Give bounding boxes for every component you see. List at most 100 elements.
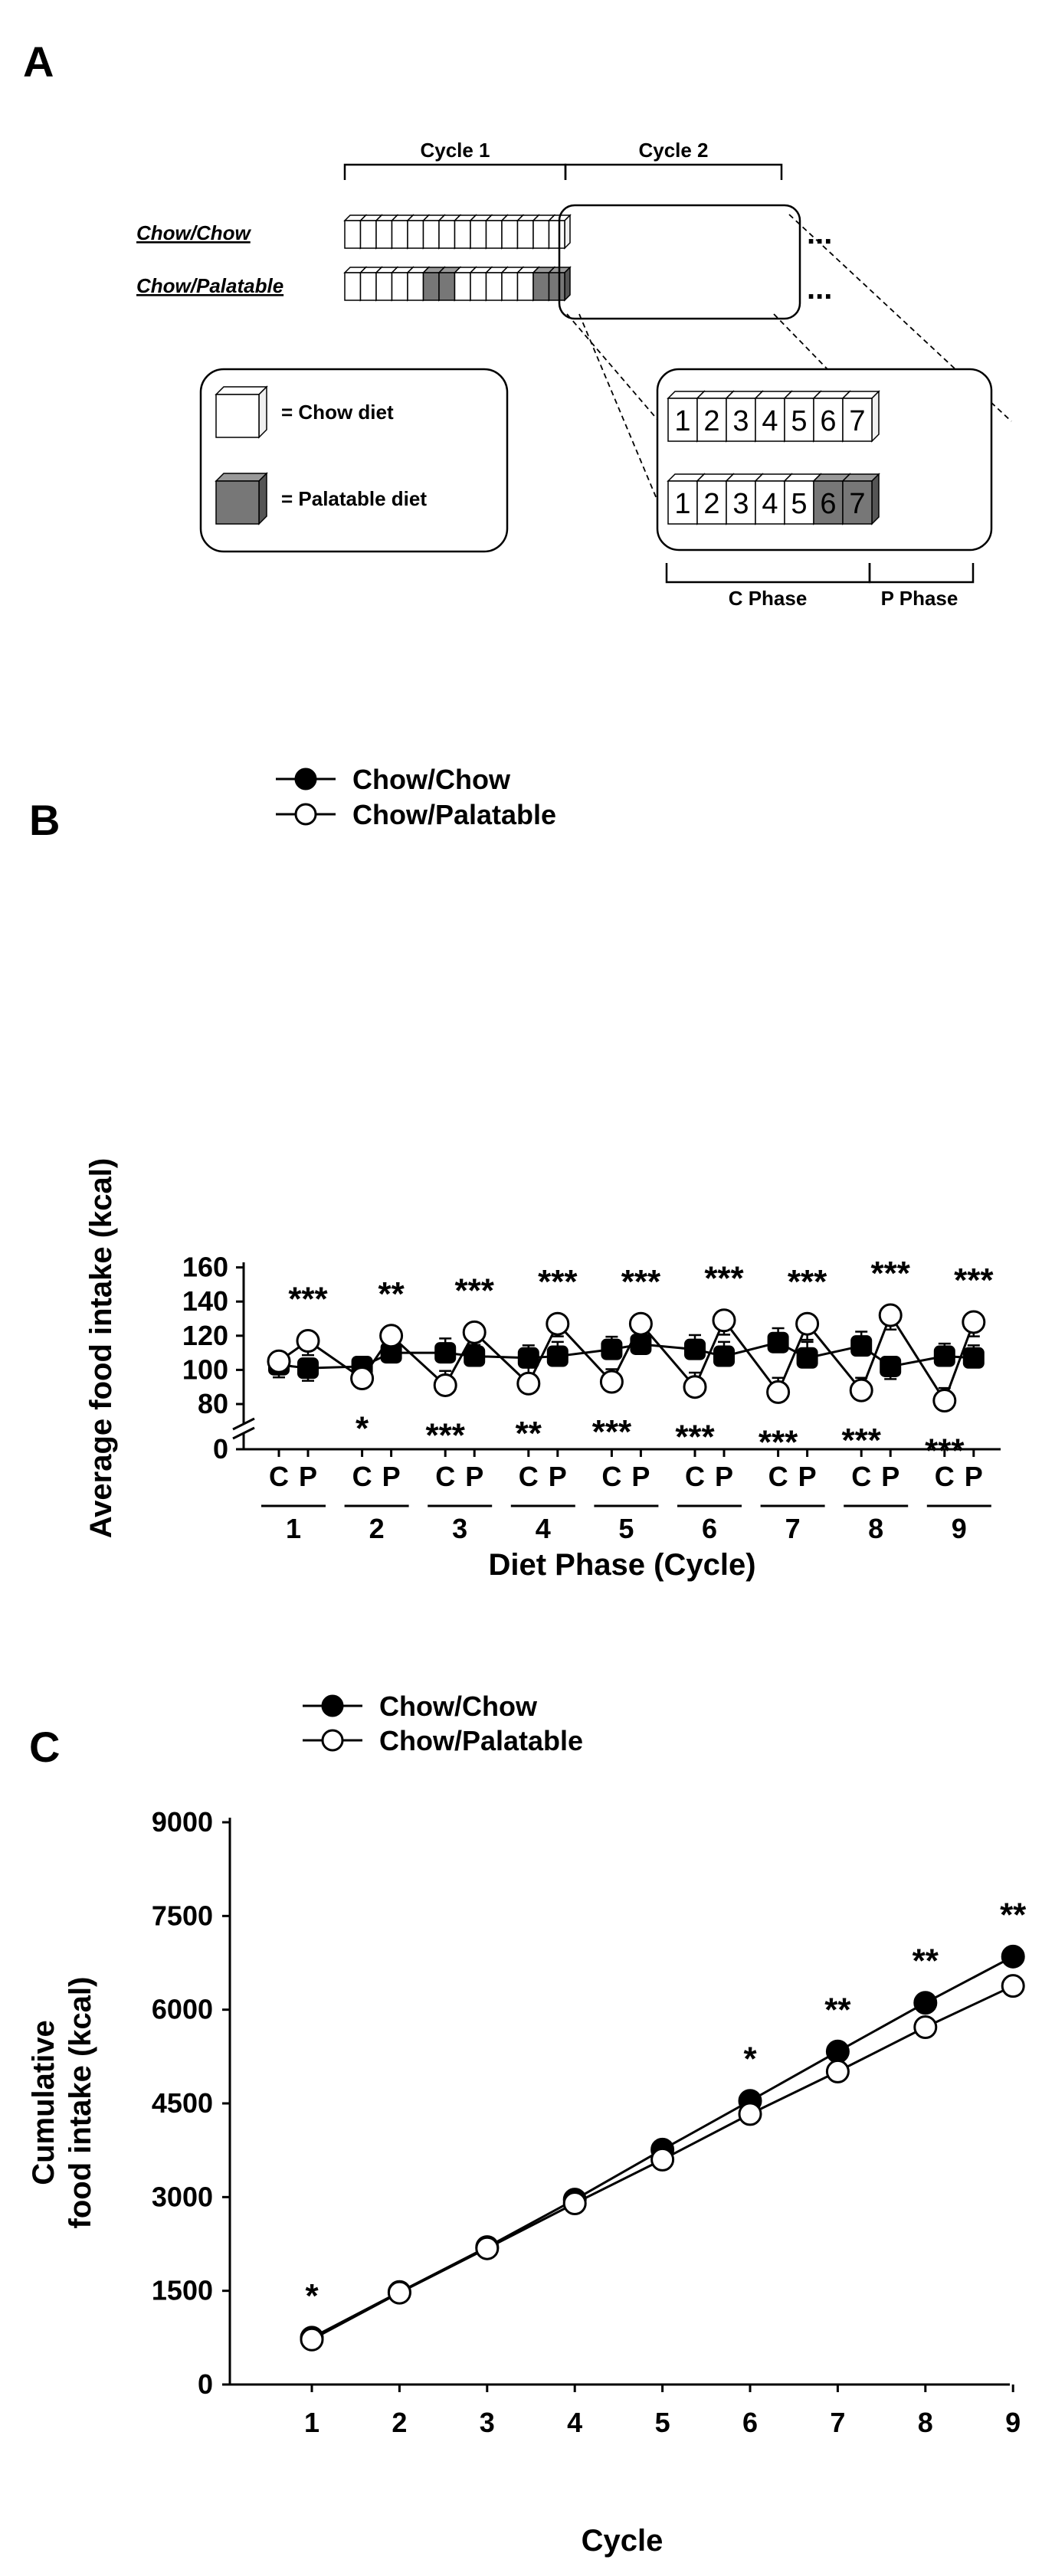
day-number: 7 bbox=[849, 405, 865, 437]
cube-face bbox=[215, 480, 260, 525]
y-tick-label: 3000 bbox=[152, 2181, 213, 2212]
data-point-chow-palatable bbox=[628, 1311, 653, 1336]
day-number: 1 bbox=[674, 488, 690, 520]
significance-marker: ** bbox=[516, 1415, 542, 1452]
data-point-chow-palatable bbox=[350, 1367, 375, 1391]
x-phase-label: P bbox=[965, 1461, 983, 1492]
data-point-chow-palatable bbox=[913, 2015, 938, 2040]
cube-face bbox=[438, 220, 456, 249]
zoom-connector bbox=[773, 313, 828, 370]
data-point-chow-palatable bbox=[296, 1328, 320, 1353]
x-phase-label: P bbox=[715, 1461, 733, 1492]
diet-legend-box bbox=[199, 368, 509, 553]
data-point-chow-palatable bbox=[387, 2280, 411, 2305]
cube-face bbox=[485, 272, 503, 301]
cube-face bbox=[470, 272, 487, 301]
data-point-chow-chow bbox=[713, 1345, 735, 1367]
significance-marker: *** bbox=[954, 1262, 994, 1299]
cycle2-label: Cycle 2 bbox=[638, 139, 708, 162]
legend-chow-chow: Chow/Chow bbox=[276, 764, 511, 795]
c-phase-bracket bbox=[665, 563, 871, 584]
x-phase-label: C bbox=[685, 1461, 705, 1492]
cube-face bbox=[391, 220, 408, 249]
y-axis-title: Average food intake (kcal) bbox=[84, 1158, 118, 1538]
ellipsis-row1: ... bbox=[807, 217, 832, 250]
x-phase-label: P bbox=[382, 1461, 401, 1492]
x-cycle-label: 6 bbox=[702, 1513, 717, 1544]
y-tick-label: 160 bbox=[182, 1252, 228, 1283]
data-point-chow-chow bbox=[767, 1331, 789, 1353]
x-cycle-label: 4 bbox=[536, 1513, 551, 1544]
y-tick-label: 1500 bbox=[152, 2275, 213, 2306]
x-phase-label: C bbox=[519, 1461, 539, 1492]
zoom-connector bbox=[566, 313, 660, 422]
x-phase-label: C bbox=[851, 1461, 871, 1492]
chow-chow-strip bbox=[343, 214, 572, 250]
y-tick-label: 6000 bbox=[152, 1994, 213, 2025]
data-point-chow-palatable bbox=[712, 1308, 736, 1333]
day-number: 1 bbox=[674, 405, 690, 437]
y-tick-label: 4500 bbox=[152, 2087, 213, 2119]
x-cycle-label: 7 bbox=[785, 1513, 801, 1544]
legend-palatable-diet: = Palatable diet bbox=[281, 487, 427, 510]
cube-face bbox=[375, 272, 393, 301]
significance-marker: *** bbox=[455, 1272, 495, 1309]
panel-a-letter: A bbox=[23, 38, 54, 86]
x-tick-label: 5 bbox=[655, 2407, 670, 2438]
y-axis-title: food intake (kcal) bbox=[64, 1977, 97, 2229]
day-number: 3 bbox=[732, 405, 749, 437]
data-point-chow-palatable bbox=[546, 1311, 570, 1336]
day-box-palatable bbox=[841, 473, 880, 525]
cube-face bbox=[438, 272, 456, 301]
day-number: 5 bbox=[791, 405, 807, 437]
cube-face bbox=[344, 272, 362, 301]
cube-face bbox=[842, 398, 873, 442]
cube-face bbox=[813, 480, 844, 525]
significance-marker: *** bbox=[592, 1413, 632, 1451]
y-tick-label: 120 bbox=[182, 1320, 228, 1351]
panel-c-annotations: ******** bbox=[305, 1896, 1027, 2314]
cube-face bbox=[485, 220, 503, 249]
open-circle-icon bbox=[321, 1729, 344, 1752]
cycle1-label: Cycle 1 bbox=[420, 139, 490, 162]
data-point-chow-palatable bbox=[599, 1370, 624, 1394]
day-number: 2 bbox=[703, 405, 719, 437]
y-tick-label: 0 bbox=[198, 2368, 213, 2400]
x-cycle-label: 5 bbox=[618, 1513, 634, 1544]
data-point-chow-chow bbox=[464, 1345, 486, 1367]
cube-face bbox=[359, 272, 377, 301]
cube bbox=[215, 385, 268, 439]
cube-face bbox=[422, 220, 440, 249]
data-point-chow-palatable bbox=[379, 1324, 404, 1348]
legend-label: Chow/Chow bbox=[352, 764, 511, 795]
cube-face bbox=[696, 398, 727, 442]
x-phase-label: P bbox=[299, 1461, 317, 1492]
cube-side bbox=[258, 472, 267, 525]
cube-face bbox=[726, 480, 756, 525]
day-box-palatable bbox=[812, 473, 851, 525]
x-axis-title: Diet Phase (Cycle) bbox=[488, 1548, 755, 1582]
panel-c-letter: C bbox=[29, 1723, 60, 1771]
data-point-chow-palatable bbox=[738, 2102, 762, 2126]
x-cycle-label: 9 bbox=[952, 1513, 967, 1544]
x-cycle-label: 1 bbox=[286, 1513, 301, 1544]
cube-face bbox=[667, 480, 698, 525]
ellipsis-row2: ... bbox=[807, 272, 832, 306]
panel-b-series bbox=[267, 1303, 986, 1413]
cube-face bbox=[215, 394, 260, 438]
significance-marker: *** bbox=[538, 1263, 578, 1301]
significance-marker: *** bbox=[759, 1423, 798, 1461]
day-number: 4 bbox=[762, 405, 778, 437]
p-phase-bracket bbox=[868, 563, 975, 584]
data-point-chow-palatable bbox=[825, 2059, 850, 2083]
data-point-chow-chow bbox=[933, 1345, 955, 1367]
x-phase-label: C bbox=[352, 1461, 372, 1492]
cube-face bbox=[755, 480, 785, 525]
significance-marker: *** bbox=[842, 1422, 882, 1459]
significance-marker: *** bbox=[621, 1263, 661, 1301]
panel-a: A Cycle 1 Cycle 2 Chow/Chow Chow/Palatab… bbox=[23, 38, 1012, 610]
cube-side bbox=[871, 473, 880, 525]
data-point-chow-chow bbox=[434, 1342, 457, 1364]
